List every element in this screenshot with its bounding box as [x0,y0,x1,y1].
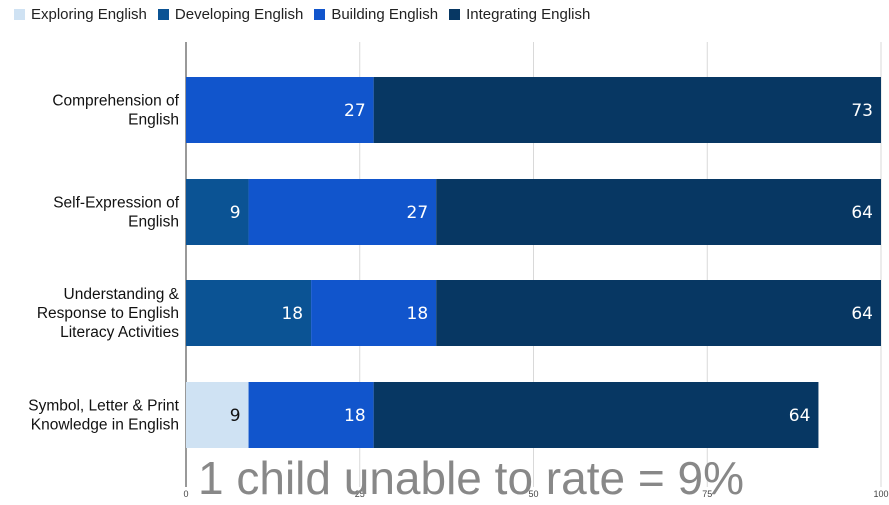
x-tick-label: 0 [183,489,188,499]
chart-annotation: 1 child unable to rate = 9% [198,452,744,504]
bar-segment [248,179,437,245]
x-tick-label: 75 [702,489,712,499]
category-label: English [128,214,179,231]
legend-swatch [14,8,25,20]
category-label: Comprehension of [52,93,179,110]
bar-value-label: 18 [407,304,429,324]
legend-label: Building English [331,5,439,23]
bar-segment [436,179,881,245]
bar-segment [373,382,819,448]
category-label: English [128,112,179,129]
legend-item: Developing English [157,5,304,23]
bar-value-label: 18 [281,304,303,324]
legend-swatch [314,8,326,20]
bar-value-label: 64 [851,304,873,324]
category-label: Symbol, Letter & Print [28,398,179,415]
x-tick-label: 50 [528,489,538,499]
legend-label: Developing English [174,5,304,23]
bar-segment [186,179,249,245]
bar-value-label: 9 [230,406,241,426]
bar-value-label: 27 [344,101,366,121]
category-label: Knowledge in English [31,417,179,434]
bar-segment [186,280,312,346]
legend-item: Building English [314,6,438,23]
x-tick-label: 100 [873,489,888,499]
legend-label: Integrating English [466,5,591,23]
bar-segment [436,280,881,346]
bar-segment [373,77,881,143]
legend-item: Integrating English [449,6,590,23]
bar-value-label: 73 [851,101,873,121]
legend-swatch [449,8,461,20]
bar-segment [186,382,249,448]
legend-label: Exploring English [31,5,147,23]
bar-value-label: 27 [407,203,429,223]
category-label: Response to English [37,305,179,322]
category-label: Understanding & [64,286,180,303]
category-label: Self-Expression of [53,195,179,212]
bar-value-label: 64 [851,203,873,223]
legend-swatch [157,8,169,20]
chart-legend: Exploring English Developing English Build… [14,4,601,24]
bar-segment [248,382,374,448]
x-tick-label: 25 [355,489,365,499]
bar-value-label: 9 [230,203,241,223]
bar-value-label: 64 [789,406,811,426]
category-label: Literacy Activities [60,324,179,341]
bar-value-label: 18 [344,406,366,426]
legend-item: Exploring English [14,6,147,23]
bar-segment [311,280,437,346]
bar-segment [186,77,374,143]
